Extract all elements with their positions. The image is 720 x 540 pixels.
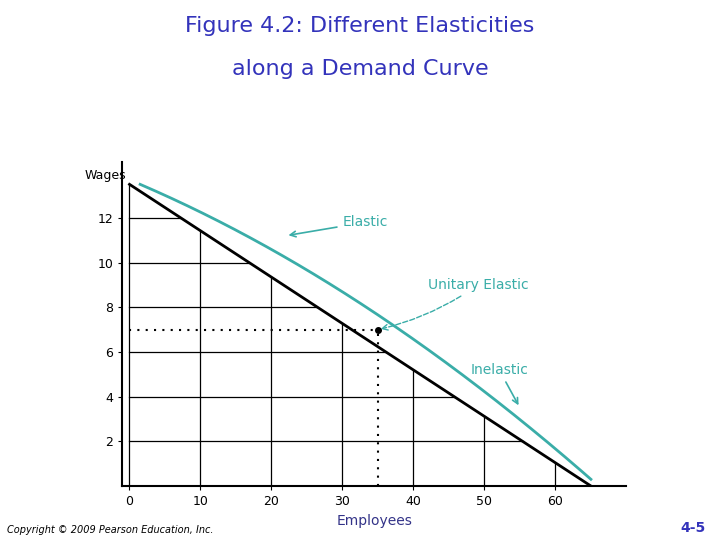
- Text: Copyright © 2009 Pearson Education, Inc.: Copyright © 2009 Pearson Education, Inc.: [7, 524, 214, 535]
- Text: Unitary Elastic: Unitary Elastic: [382, 278, 528, 330]
- Text: 4-5: 4-5: [680, 521, 706, 535]
- Text: along a Demand Curve: along a Demand Curve: [232, 59, 488, 79]
- Text: Elastic: Elastic: [290, 215, 388, 237]
- Text: Wages: Wages: [84, 168, 126, 181]
- X-axis label: Employees: Employees: [336, 514, 413, 528]
- Text: Figure 4.2: Different Elasticities: Figure 4.2: Different Elasticities: [185, 16, 535, 36]
- Text: Inelastic: Inelastic: [470, 363, 528, 404]
